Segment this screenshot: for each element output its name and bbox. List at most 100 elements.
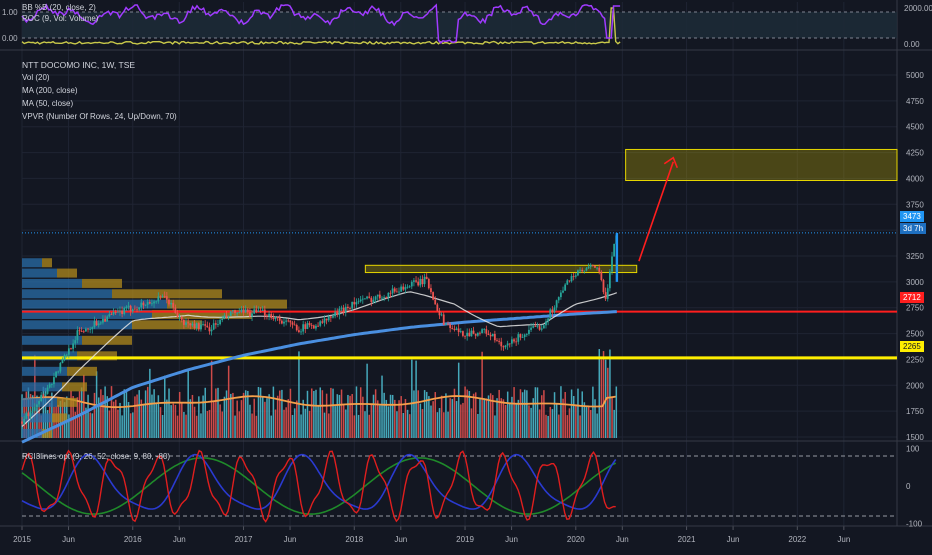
- volume-bar: [321, 390, 324, 438]
- volume-bar: [44, 387, 47, 438]
- volume-bar: [283, 409, 285, 438]
- volume-bar: [590, 410, 592, 438]
- candle-body: [231, 310, 234, 312]
- vpvr-down-bar: [52, 413, 67, 423]
- candle-body: [48, 384, 51, 388]
- volume-bar: [138, 390, 140, 438]
- volume-bar: [457, 362, 460, 438]
- volume-bar: [430, 405, 432, 438]
- candle-body: [80, 331, 83, 332]
- candle-body: [240, 309, 243, 312]
- volume-bar: [434, 392, 437, 438]
- volume-bar: [142, 403, 145, 438]
- candle-body: [608, 271, 611, 289]
- candle-body: [355, 302, 358, 305]
- vpvr-down-bar: [67, 366, 97, 376]
- candle-body: [474, 333, 477, 336]
- volume-bar: [355, 386, 358, 438]
- target-arrow-head: [663, 156, 679, 169]
- candle-body: [455, 328, 458, 330]
- candle-body: [142, 302, 145, 306]
- candle-body: [432, 292, 434, 300]
- vpvr-legend[interactable]: VPVR (Number Of Rows, 24, Up/Down, 70): [22, 112, 177, 121]
- candle-body: [38, 401, 40, 405]
- bb-tick-label: 1.00: [2, 8, 18, 17]
- volume-bar: [583, 402, 586, 438]
- vpvr-up-bar: [22, 289, 112, 299]
- volume-bar: [455, 401, 458, 438]
- candle-body: [189, 323, 192, 326]
- candle-body: [566, 280, 569, 285]
- ma200-legend[interactable]: MA (200, close): [22, 86, 78, 95]
- candle-body: [351, 301, 354, 309]
- candle-body: [217, 324, 219, 325]
- candle-body: [515, 341, 518, 343]
- candle-body: [212, 323, 215, 330]
- vpvr-up-bar: [22, 382, 62, 392]
- volume-bar: [521, 392, 524, 438]
- candle-body: [174, 307, 177, 314]
- candle-body: [125, 306, 128, 308]
- candle-body: [587, 266, 590, 269]
- candle-body: [391, 288, 394, 294]
- volume-bar: [370, 404, 373, 438]
- candle-body: [50, 384, 53, 385]
- vpvr-up-bar: [22, 258, 42, 268]
- volume-bar: [596, 413, 598, 438]
- price-axis-label: 4000: [906, 174, 924, 183]
- candle-body: [285, 320, 288, 322]
- volume-bar: [236, 400, 238, 438]
- candle-body: [159, 296, 162, 298]
- candle-body: [57, 371, 60, 373]
- vpvr-up-bar: [22, 268, 57, 278]
- candle-body: [540, 328, 543, 330]
- candle-body: [361, 298, 364, 300]
- volume-bar: [445, 393, 447, 438]
- candle-body: [110, 314, 113, 316]
- volume-bar: [304, 408, 307, 438]
- volume-bar: [611, 396, 613, 438]
- volume-bar: [289, 388, 292, 438]
- volume-bar: [315, 389, 317, 438]
- volume-bar: [117, 409, 119, 438]
- volume-bar: [530, 407, 532, 438]
- volume-bar: [423, 390, 426, 438]
- ma50-legend[interactable]: MA (50, close): [22, 99, 74, 108]
- candle-body: [195, 323, 198, 328]
- candle-body: [564, 284, 567, 291]
- candle-body: [406, 286, 409, 288]
- candle-body: [551, 309, 554, 313]
- volume-bar: [110, 386, 113, 438]
- volume-bar: [545, 414, 547, 438]
- candle-body: [476, 332, 479, 336]
- volume-bar: [506, 391, 509, 438]
- time-axis-label: Jun: [505, 535, 518, 544]
- volume-bar: [204, 387, 206, 438]
- candle-body: [185, 322, 187, 325]
- candle-body: [293, 324, 296, 326]
- volume-bar: [381, 375, 383, 438]
- symbol-title[interactable]: NTT DOCOMO INC, 1W, TSE: [22, 60, 136, 70]
- volume-bar: [302, 399, 304, 438]
- candle-body: [274, 317, 277, 320]
- volume-bar: [374, 389, 377, 438]
- volume-bar: [566, 415, 569, 438]
- candle-body: [447, 323, 449, 325]
- vol-legend[interactable]: Vol (20): [22, 73, 50, 82]
- volume-bar: [406, 409, 409, 438]
- candle-body: [344, 306, 347, 313]
- volume-bar: [568, 408, 571, 438]
- volume-bar: [125, 390, 128, 438]
- volume-bar: [570, 389, 573, 438]
- candle-body: [479, 332, 481, 334]
- candle-body: [481, 329, 483, 334]
- candle-body: [579, 269, 581, 271]
- candle-body: [517, 334, 520, 342]
- volume-bar: [551, 409, 554, 438]
- candle-body: [72, 343, 75, 349]
- volume-bar: [408, 414, 411, 438]
- volume-bar: [387, 406, 390, 438]
- rci-legend[interactable]: RCI3lines opt (9, 26, 52, close, 9, 80, …: [22, 452, 171, 461]
- candle-body: [61, 359, 64, 363]
